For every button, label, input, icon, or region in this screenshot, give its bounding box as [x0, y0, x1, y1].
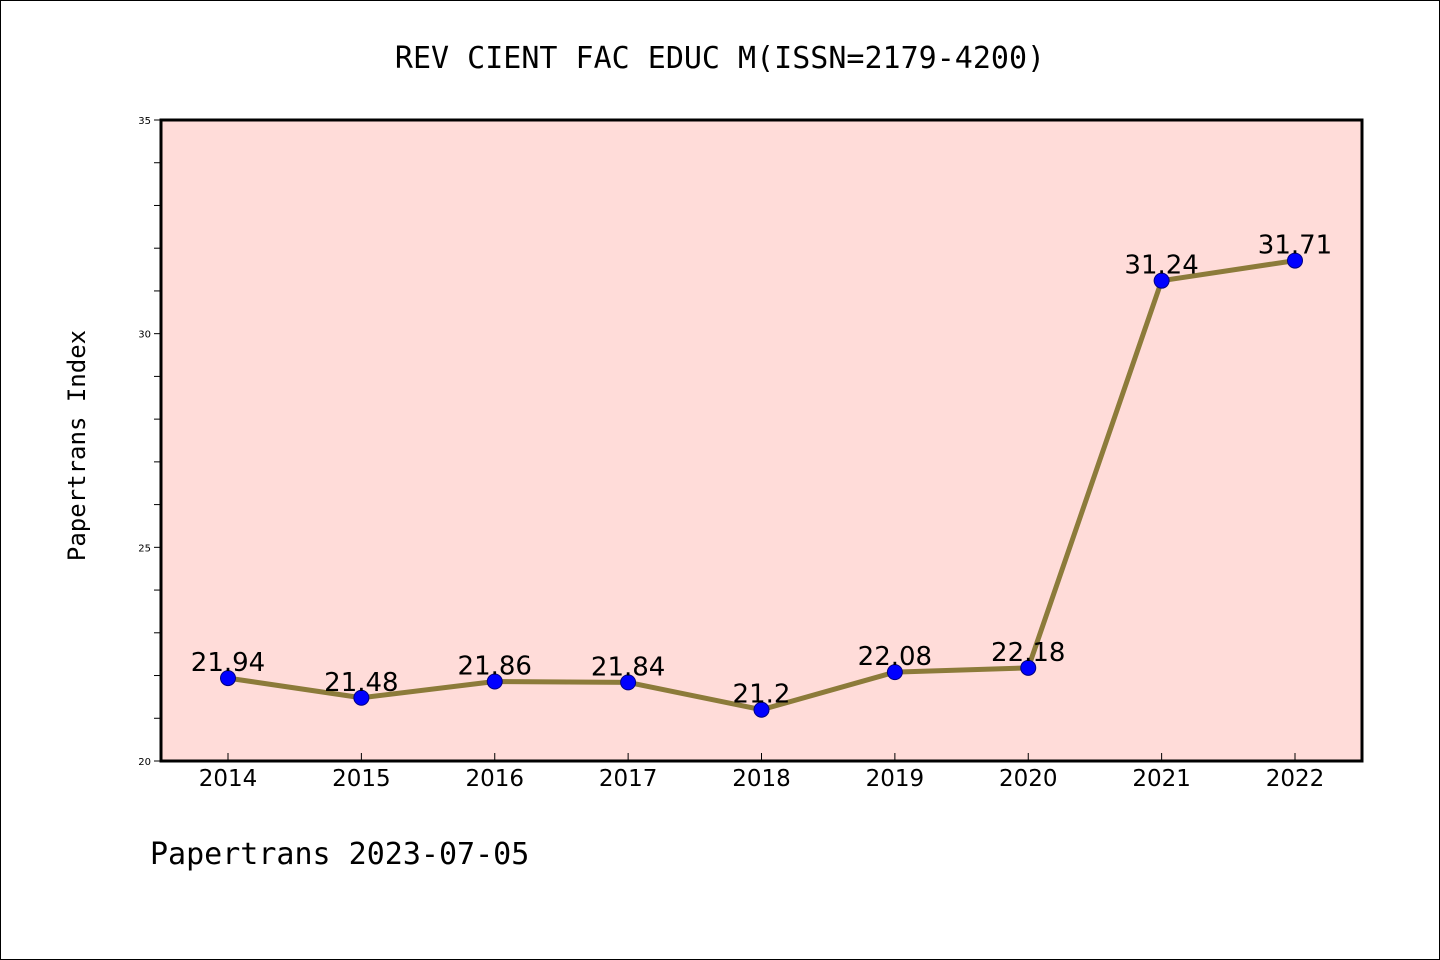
data-label: 21.48 [324, 668, 398, 698]
x-tick-label: 2020 [999, 766, 1058, 792]
y-axis: 20 25 30 35 [138, 116, 161, 768]
data-label: 21.84 [591, 652, 665, 682]
data-point [486, 673, 503, 690]
x-tick-label: 2019 [866, 766, 925, 792]
data-label: 22.08 [858, 642, 932, 672]
x-tick-label: 2015 [332, 766, 391, 792]
series-papertrans-index [220, 252, 1303, 718]
data-label: 31.24 [1124, 251, 1198, 281]
data-point [620, 674, 637, 691]
x-tick-label: 2014 [199, 766, 258, 792]
data-label: 21.86 [458, 652, 532, 682]
y-tick-label: 20 [138, 757, 151, 768]
x-axis: 2014 2015 2016 2017 2018 2019 2020 2021 2022 [199, 753, 1325, 792]
data-label: 21.94 [191, 648, 265, 678]
y-tick-label: 30 [138, 330, 151, 341]
data-point [353, 689, 370, 706]
chart-title: REV CIENT FAC EDUC M(ISSN=2179-4200) [395, 41, 1045, 76]
data-label: 22.18 [991, 638, 1065, 668]
data-point [753, 701, 770, 718]
y-tick-label: 35 [138, 116, 151, 127]
data-point [1020, 659, 1037, 676]
x-tick-label: 2018 [732, 766, 791, 792]
data-label: 31.71 [1258, 231, 1332, 261]
x-tick-label: 2022 [1266, 766, 1325, 792]
data-labels: 21.94 21.48 21.86 21.84 21.2 22.08 22.18 31.24 3… [191, 231, 1332, 710]
x-tick-label: 2021 [1132, 766, 1191, 792]
y-axis-label: Papertrans Index [63, 330, 91, 561]
y-tick-label: 25 [138, 543, 151, 554]
data-point [220, 670, 236, 687]
data-point [1153, 272, 1170, 289]
footer-date-stamp: Papertrans 2023-07-05 [150, 837, 529, 872]
data-label: 21.2 [733, 680, 791, 710]
plot-border [159, 118, 1364, 763]
x-tick-label: 2017 [599, 766, 658, 792]
data-point [886, 664, 903, 681]
plot-area [161, 120, 1362, 761]
data-point [1287, 252, 1303, 269]
x-tick-label: 2016 [465, 766, 524, 792]
